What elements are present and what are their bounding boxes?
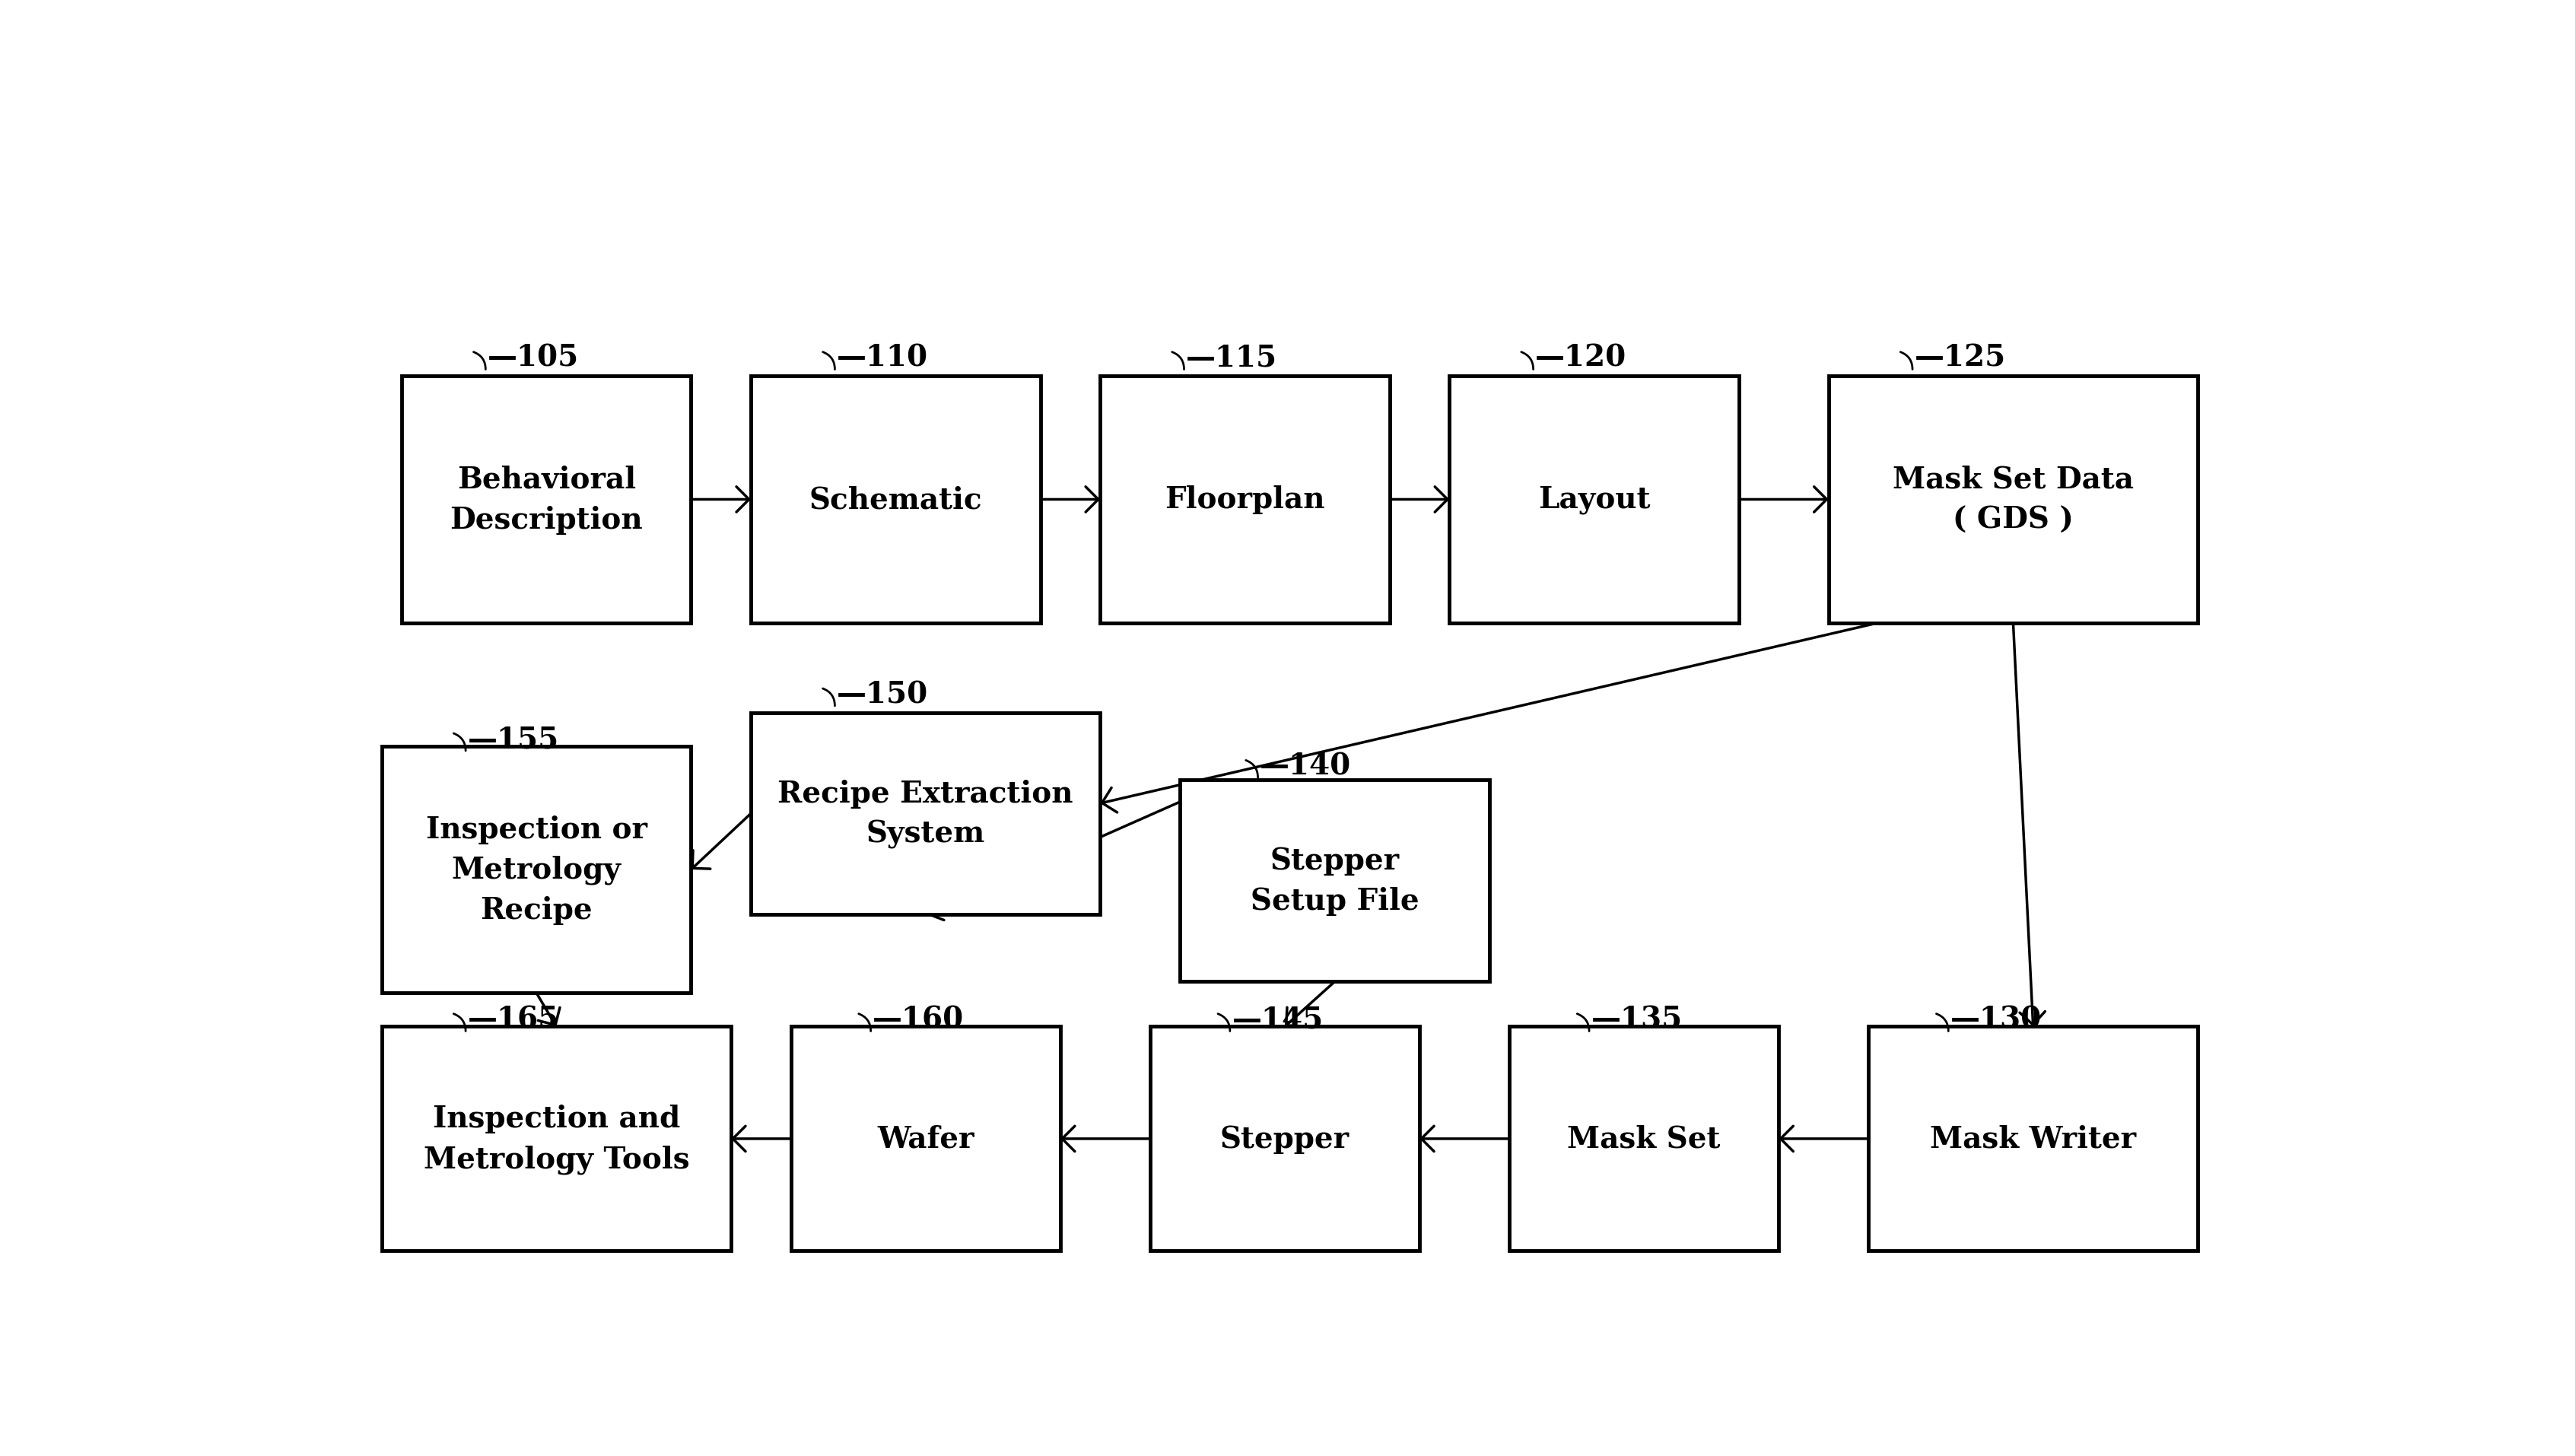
Text: —145: —145 bbox=[1231, 1005, 1324, 1034]
Bar bbox=[1450, 377, 1738, 623]
Text: —165: —165 bbox=[469, 1005, 559, 1034]
Text: Layout: Layout bbox=[1537, 485, 1651, 514]
Text: —115: —115 bbox=[1187, 344, 1277, 373]
Bar bbox=[752, 713, 1100, 914]
Text: —110: —110 bbox=[837, 344, 927, 373]
Text: —105: —105 bbox=[487, 344, 579, 373]
Text: —150: —150 bbox=[837, 680, 927, 709]
Text: Floorplan: Floorplan bbox=[1164, 485, 1326, 514]
Text: —155: —155 bbox=[469, 725, 559, 754]
Bar bbox=[1828, 377, 2196, 623]
Text: Stepper
Setup File: Stepper Setup File bbox=[1251, 846, 1419, 916]
Text: —160: —160 bbox=[873, 1005, 963, 1034]
Text: Mask Writer: Mask Writer bbox=[1931, 1124, 2137, 1153]
Bar bbox=[1509, 1026, 1779, 1251]
Text: Inspection and
Metrology Tools: Inspection and Metrology Tools bbox=[422, 1104, 690, 1174]
Text: Behavioral
Description: Behavioral Description bbox=[451, 466, 644, 534]
Bar bbox=[1869, 1026, 2199, 1251]
Text: Mask Set: Mask Set bbox=[1568, 1124, 1720, 1153]
Bar bbox=[1179, 780, 1488, 981]
Text: Inspection or
Metrology
Recipe: Inspection or Metrology Recipe bbox=[425, 815, 646, 925]
Text: Recipe Extraction
System: Recipe Extraction System bbox=[778, 779, 1074, 849]
Text: —130: —130 bbox=[1949, 1005, 2042, 1034]
Text: Mask Set Data
( GDS ): Mask Set Data ( GDS ) bbox=[1893, 466, 2135, 534]
Text: —135: —135 bbox=[1591, 1005, 1681, 1034]
Bar bbox=[1151, 1026, 1419, 1251]
Bar bbox=[381, 1026, 731, 1251]
Text: —120: —120 bbox=[1535, 344, 1627, 373]
Text: —125: —125 bbox=[1913, 344, 2006, 373]
Bar bbox=[791, 1026, 1061, 1251]
Bar bbox=[402, 377, 690, 623]
Bar bbox=[381, 747, 690, 993]
Bar bbox=[1100, 377, 1391, 623]
Text: —140: —140 bbox=[1259, 751, 1352, 780]
Text: Schematic: Schematic bbox=[809, 485, 981, 514]
Text: Wafer: Wafer bbox=[878, 1124, 973, 1153]
Bar bbox=[752, 377, 1040, 623]
Text: Stepper: Stepper bbox=[1221, 1124, 1349, 1153]
